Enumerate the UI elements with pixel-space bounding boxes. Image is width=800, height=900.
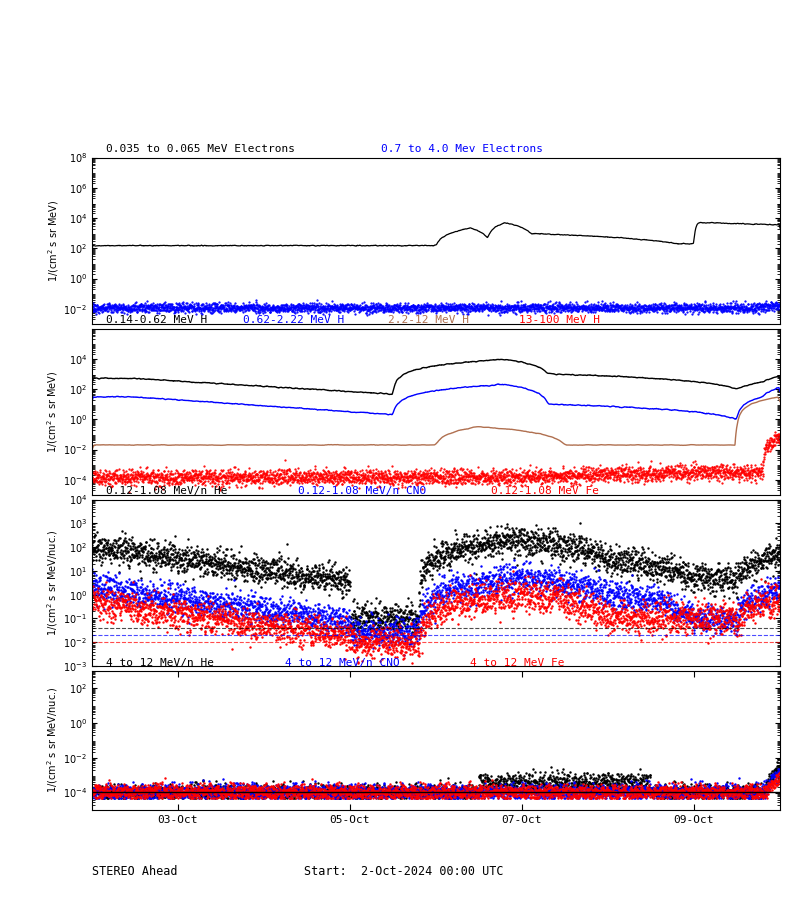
Text: 0.12-1.08 MeV/n CNO: 0.12-1.08 MeV/n CNO xyxy=(298,486,426,496)
Text: 0.62-2.22 MeV H: 0.62-2.22 MeV H xyxy=(243,315,345,325)
Y-axis label: 1/(cm$^2$ s sr MeV/nuc.): 1/(cm$^2$ s sr MeV/nuc.) xyxy=(46,529,60,636)
Text: 0.035 to 0.065 MeV Electrons: 0.035 to 0.065 MeV Electrons xyxy=(106,144,294,154)
Text: 4 to 12 MeV/n He: 4 to 12 MeV/n He xyxy=(106,658,214,668)
Text: 13-100 MeV H: 13-100 MeV H xyxy=(518,315,599,325)
Text: Start:  2-Oct-2024 00:00 UTC: Start: 2-Oct-2024 00:00 UTC xyxy=(304,865,503,878)
Text: STEREO Ahead: STEREO Ahead xyxy=(92,865,178,878)
Text: 0.14-0.62 MeV H: 0.14-0.62 MeV H xyxy=(106,315,207,325)
Y-axis label: 1/(cm$^2$ s sr MeV): 1/(cm$^2$ s sr MeV) xyxy=(46,371,60,453)
Y-axis label: 1/(cm$^2$ s sr MeV/nuc.): 1/(cm$^2$ s sr MeV/nuc.) xyxy=(46,687,60,794)
Text: 0.12-1.08 MeV/n He: 0.12-1.08 MeV/n He xyxy=(106,486,227,496)
Text: 4 to 12 MeV/n CNO: 4 to 12 MeV/n CNO xyxy=(285,658,399,668)
Y-axis label: 1/(cm$^2$ s sr MeV): 1/(cm$^2$ s sr MeV) xyxy=(46,200,61,282)
Text: 0.7 to 4.0 Mev Electrons: 0.7 to 4.0 Mev Electrons xyxy=(381,144,543,154)
Text: 2.2-12 MeV H: 2.2-12 MeV H xyxy=(388,315,469,325)
Text: 0.12-1.08 MeV Fe: 0.12-1.08 MeV Fe xyxy=(491,486,599,496)
Text: 4 to 12 MeV Fe: 4 to 12 MeV Fe xyxy=(470,658,565,668)
